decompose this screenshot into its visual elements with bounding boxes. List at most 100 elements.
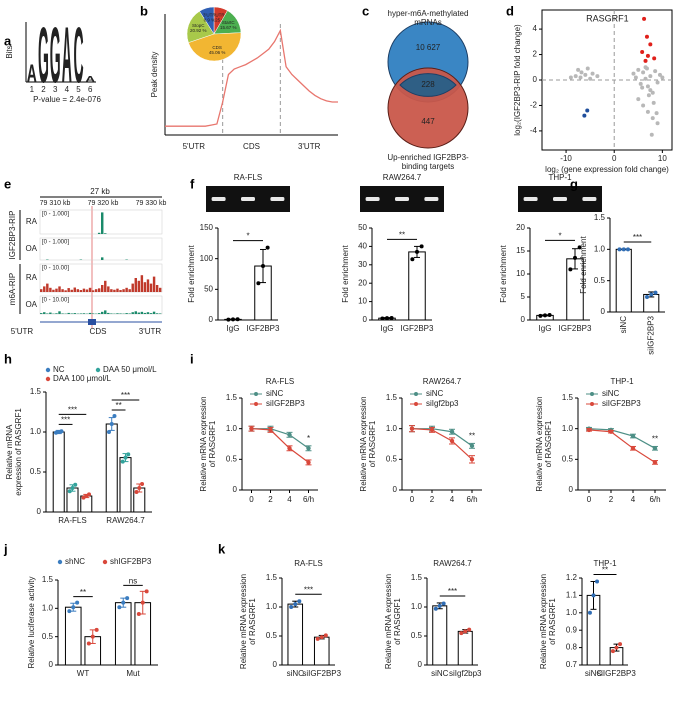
y-tick-label: 0.9 xyxy=(566,625,578,634)
bar xyxy=(52,431,65,513)
point xyxy=(608,429,614,434)
point xyxy=(585,108,590,113)
y-tick-label: 1.5 xyxy=(386,393,398,402)
significance: ** xyxy=(80,588,86,597)
y-tick-label: 20 xyxy=(516,223,525,232)
significance: *** xyxy=(448,587,457,596)
pie-value-label: 15.67 % xyxy=(220,25,237,30)
series-line xyxy=(588,429,656,463)
bar xyxy=(313,636,330,666)
point xyxy=(649,132,654,137)
series-line xyxy=(588,428,656,449)
bar xyxy=(287,603,304,666)
point xyxy=(648,74,653,79)
panel-letter: j xyxy=(3,541,8,556)
significance: *** xyxy=(304,585,313,594)
point xyxy=(123,455,128,460)
point xyxy=(106,430,111,434)
track-bar xyxy=(110,289,113,292)
track-range: [0 - 1.000] xyxy=(42,212,69,218)
point xyxy=(134,490,139,494)
track-bar xyxy=(46,283,49,292)
point xyxy=(109,422,114,426)
track-range: [0 - 10.00] xyxy=(42,266,69,272)
legend-label: siIgf2bp3 xyxy=(426,399,459,408)
x-tick-label: IgG xyxy=(381,324,394,333)
point xyxy=(643,58,648,63)
point xyxy=(249,426,254,431)
legend-marker xyxy=(414,402,418,406)
x-tick-label: 0 xyxy=(612,154,617,163)
point xyxy=(644,66,649,71)
pie-label: 3'UTR xyxy=(203,13,216,18)
pie-label: 5'UTR xyxy=(212,13,225,18)
track-bar xyxy=(43,286,46,292)
pie-slice xyxy=(199,6,215,35)
significance: *** xyxy=(68,406,77,415)
gel-band xyxy=(523,197,538,201)
x-tick-label: Mut xyxy=(126,669,140,678)
y-tick-label: 1.0 xyxy=(42,603,54,612)
venn-count: 10 627 xyxy=(416,43,441,52)
group-label: IGF2BP3-RIP xyxy=(8,211,17,260)
point xyxy=(641,70,646,75)
point xyxy=(297,599,302,604)
point xyxy=(125,596,130,601)
y-axis-label: Relative mRNA expression xyxy=(535,396,544,491)
significance: *** xyxy=(121,391,130,400)
point xyxy=(469,457,475,462)
y-axis-label: Bits xyxy=(5,45,14,58)
track-bar xyxy=(143,312,147,314)
track-bar xyxy=(158,313,162,314)
group-label: m6A-RIP xyxy=(8,273,17,305)
y-tick-label: 1.0 xyxy=(386,424,398,433)
bar xyxy=(615,248,632,313)
significance: * xyxy=(558,231,561,240)
x-tick-label: 4 xyxy=(287,495,292,504)
track-bar xyxy=(49,287,52,292)
y-tick-label: 0 xyxy=(521,315,526,324)
track-bar xyxy=(97,232,101,234)
point xyxy=(650,90,655,95)
track-bar xyxy=(91,290,95,292)
coordinate: 79 320 kb xyxy=(88,200,119,207)
y-tick-label: 2 xyxy=(533,50,538,59)
point xyxy=(645,84,650,89)
point xyxy=(640,85,645,90)
point xyxy=(126,452,131,457)
point xyxy=(137,486,142,490)
y-tick-label: 0.8 xyxy=(566,643,578,652)
x-tick-label: 6/h xyxy=(649,495,660,504)
coordinate: 79 330 kb xyxy=(136,200,167,207)
y-tick-label: 0.7 xyxy=(566,660,578,669)
y-tick-label: 5 xyxy=(521,292,526,301)
point xyxy=(136,612,141,616)
venn-count: 228 xyxy=(421,80,435,89)
track-bar xyxy=(155,313,159,314)
point xyxy=(657,72,662,77)
point xyxy=(538,313,543,318)
x-tick-label: siNC xyxy=(287,669,305,678)
point xyxy=(648,42,653,47)
point xyxy=(646,93,651,98)
gel-band xyxy=(582,197,597,201)
point xyxy=(265,245,270,250)
track-bar xyxy=(104,280,107,292)
x-tick-label: 6/h xyxy=(303,495,314,504)
x-tick-label: siNC xyxy=(619,316,628,334)
legend-label: siIGF2BP3 xyxy=(602,399,641,408)
track-bar xyxy=(55,288,58,292)
legend-marker xyxy=(414,392,418,396)
y-tick-label: 30 xyxy=(358,260,367,269)
y-axis-label: Relative mRNA expression xyxy=(384,574,393,669)
point xyxy=(319,635,324,640)
chart-title: THP-1 xyxy=(593,559,617,568)
y-tick-label: 0 xyxy=(418,660,423,669)
point xyxy=(618,642,623,647)
x-tick-label: -10 xyxy=(560,154,572,163)
track-bar xyxy=(137,280,141,292)
point xyxy=(140,600,145,605)
series-line xyxy=(411,428,473,460)
y-axis-label: log₂(IGF2BP3-RIP fold change) xyxy=(513,24,522,136)
y-tick-label: 150 xyxy=(200,223,214,232)
